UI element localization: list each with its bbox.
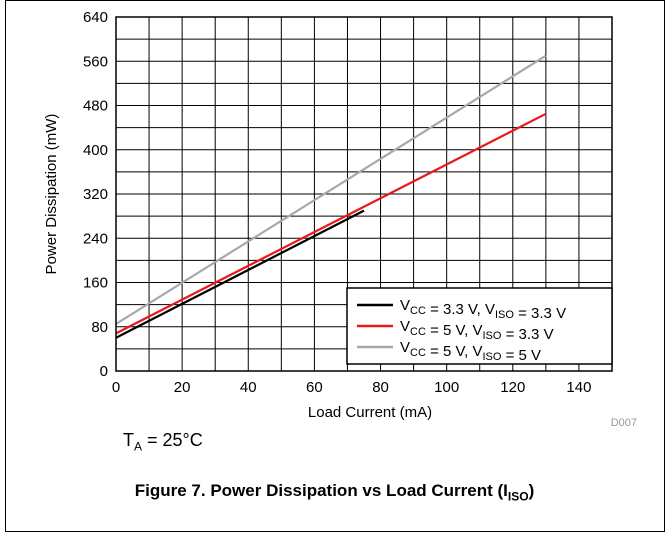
- note-main: T: [123, 430, 134, 450]
- legend-box: [346, 287, 613, 365]
- y-tick-label: 400: [83, 142, 108, 159]
- y-tick-label: 480: [83, 98, 108, 115]
- figure-caption: Figure 7. Power Dissipation vs Load Curr…: [0, 481, 669, 503]
- y-tick-label: 0: [100, 363, 108, 380]
- legend-label: VCC = 5 V, VISO = 3.3 V: [400, 318, 554, 343]
- y-tick-label: 160: [83, 275, 108, 292]
- note-rest: = 25°C: [142, 430, 203, 450]
- caption-end: ): [528, 481, 535, 500]
- series-line-2: [115, 112, 547, 335]
- x-tick-label: 40: [240, 379, 257, 396]
- series-line-1: [115, 209, 365, 339]
- plot-border: [115, 16, 613, 372]
- x-tick-label: 20: [174, 379, 191, 396]
- legend-label: VCC = 5 V, VISO = 5 V: [400, 339, 541, 364]
- x-tick-label: 60: [306, 379, 323, 396]
- x-tick-label: 0: [112, 379, 120, 396]
- y-tick-label: 560: [83, 53, 108, 70]
- series-line-3: [115, 54, 547, 325]
- y-tick-label: 240: [83, 230, 108, 247]
- x-tick-label: 80: [372, 379, 389, 396]
- figure-frame: [5, 0, 665, 532]
- y-axis-label: Power Dissipation (mW): [43, 114, 60, 275]
- x-axis-label: Load Current (mA): [308, 404, 432, 421]
- y-tick-labels: 0 80 160 240 320 400 480 560 640: [83, 9, 108, 380]
- series-lines: [115, 54, 547, 339]
- x-tick-label: 120: [500, 379, 525, 396]
- caption-sub: ISO: [507, 489, 529, 504]
- caption-main: Figure 7. Power Dissipation vs Load Curr…: [134, 481, 508, 500]
- figure-tag: D007: [611, 417, 637, 429]
- y-tick-label: 320: [83, 186, 108, 203]
- y-tick-label: 80: [91, 319, 108, 336]
- note-sub: A: [134, 439, 143, 454]
- x-tick-label: 140: [566, 379, 591, 396]
- temperature-note: TA = 25°C: [123, 430, 203, 454]
- x-tick-labels: 0 20 40 60 80 100 120 140: [112, 379, 592, 396]
- legend-label: VCC = 3.3 V, VISO = 3.3 V: [400, 297, 566, 322]
- y-tick-label: 640: [83, 9, 108, 26]
- x-tick-label: 100: [434, 379, 459, 396]
